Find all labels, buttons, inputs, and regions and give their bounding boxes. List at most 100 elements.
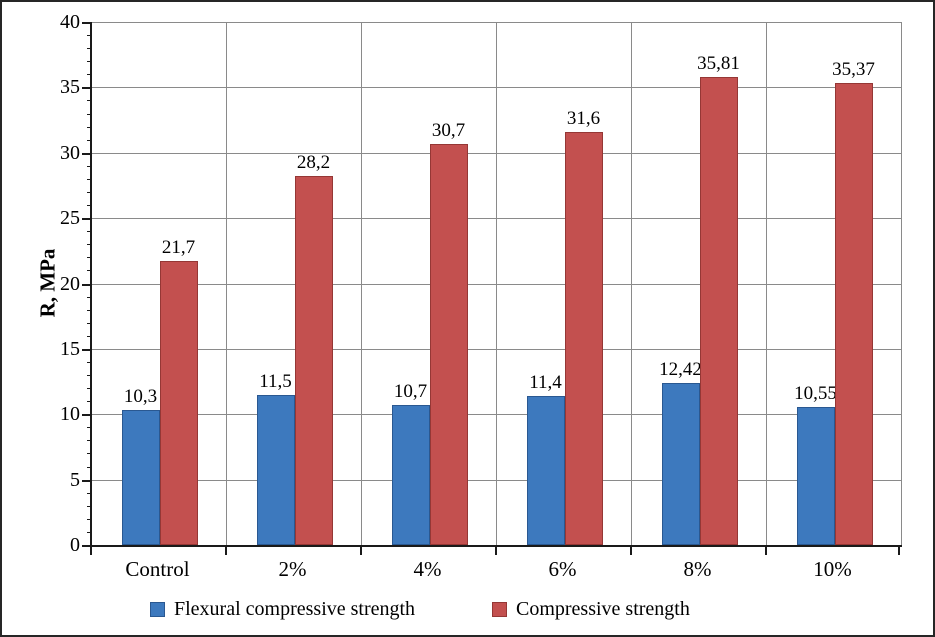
legend-label-flexural: Flexural compressive strength xyxy=(174,598,416,620)
gridline-vertical xyxy=(226,22,227,545)
y-minor-tick xyxy=(87,48,92,50)
x-category-label: 10% xyxy=(813,557,852,581)
bar-value-label: 10,55 xyxy=(794,383,837,405)
y-tick-label: 0 xyxy=(70,534,80,556)
y-minor-tick xyxy=(87,453,92,455)
bar-value-label: 11,4 xyxy=(529,371,562,393)
bar-value-label: 12,42 xyxy=(659,358,702,380)
x-axis-tick xyxy=(495,547,497,555)
gridline-horizontal xyxy=(92,283,902,285)
bar-flexural xyxy=(526,395,565,545)
bar-flexural xyxy=(121,410,160,545)
y-major-tick xyxy=(82,348,92,351)
y-tick-label: 30 xyxy=(60,141,80,164)
x-axis-tick xyxy=(360,547,362,555)
bar-compressive xyxy=(159,261,198,545)
bar-value-label: 35,37 xyxy=(832,58,875,80)
y-minor-tick xyxy=(87,35,92,37)
x-category-label: 8% xyxy=(683,557,712,581)
gridline-horizontal xyxy=(92,22,902,23)
bar-value-label: 21,7 xyxy=(161,237,196,259)
bar-value-label: 11,5 xyxy=(259,370,292,392)
legend-label-compressive: Compressive strength xyxy=(516,598,690,620)
legend-item-flexural: Flexural compressive strength xyxy=(150,598,415,620)
gridline-horizontal xyxy=(92,218,902,220)
y-minor-tick xyxy=(87,270,92,272)
y-major-tick xyxy=(82,22,92,24)
y-major-tick xyxy=(82,414,92,417)
bar-value-label: 10,3 xyxy=(123,386,158,408)
y-minor-tick xyxy=(87,205,92,207)
y-minor-tick xyxy=(87,191,92,193)
y-tick-label: 10 xyxy=(60,403,80,426)
y-minor-tick xyxy=(87,322,92,324)
y-minor-tick xyxy=(87,466,92,468)
gridline-horizontal xyxy=(92,479,902,481)
bar-compressive xyxy=(699,76,738,545)
x-category-label: 6% xyxy=(548,557,577,581)
y-minor-tick xyxy=(87,165,92,167)
gridline-vertical xyxy=(766,22,767,545)
bar-compressive xyxy=(294,176,333,545)
y-minor-tick xyxy=(87,139,92,141)
y-minor-tick xyxy=(87,531,92,533)
bar-compressive xyxy=(564,131,603,545)
gridline-horizontal xyxy=(92,87,902,89)
y-minor-tick xyxy=(87,518,92,520)
legend-item-compressive: Compressive strength xyxy=(492,598,690,620)
y-minor-tick xyxy=(87,74,92,76)
y-tick-label: 35 xyxy=(60,76,80,99)
y-tick-label: 25 xyxy=(60,207,80,230)
x-axis-tick xyxy=(898,547,900,555)
gridline-horizontal xyxy=(92,152,902,154)
bar-value-label: 28,2 xyxy=(296,152,331,174)
x-category-label: Control xyxy=(125,557,190,581)
y-minor-tick xyxy=(87,231,92,233)
gridline-vertical xyxy=(361,22,362,545)
y-minor-tick xyxy=(87,388,92,390)
y-minor-tick xyxy=(87,61,92,63)
x-category-label: 4% xyxy=(413,557,442,581)
y-minor-tick xyxy=(87,309,92,311)
x-axis-tick xyxy=(630,547,632,555)
gridline-horizontal xyxy=(92,414,902,416)
y-minor-tick xyxy=(87,296,92,298)
bar-value-label: 31,6 xyxy=(566,107,601,129)
y-major-tick xyxy=(82,479,92,482)
y-tick-label: 15 xyxy=(60,337,80,360)
legend-swatch-compressive-icon xyxy=(492,601,507,617)
x-axis-tick xyxy=(90,547,92,555)
bar-value-label: 30,7 xyxy=(431,119,466,141)
gridline-vertical xyxy=(631,22,632,545)
y-minor-tick xyxy=(87,335,92,337)
y-minor-tick xyxy=(87,244,92,246)
y-tick-label: 40 xyxy=(60,11,80,33)
bar-flexural xyxy=(256,394,295,545)
y-minor-tick xyxy=(87,257,92,259)
bar-value-label: 10,7 xyxy=(393,381,428,403)
bar-compressive xyxy=(429,143,468,545)
bar-flexural xyxy=(796,407,835,545)
gridline-vertical xyxy=(496,22,497,545)
y-minor-tick xyxy=(87,361,92,363)
y-tick-label: 5 xyxy=(70,468,80,491)
y-minor-tick xyxy=(87,113,92,115)
y-minor-tick xyxy=(87,440,92,442)
y-major-tick xyxy=(82,87,92,90)
bar-compressive xyxy=(834,82,873,545)
y-major-tick xyxy=(82,545,92,547)
gridline-horizontal xyxy=(92,348,902,350)
x-axis-tick xyxy=(225,547,227,555)
y-minor-tick xyxy=(87,492,92,494)
bar-flexural xyxy=(391,405,430,545)
y-major-tick xyxy=(82,152,92,155)
plot-area: 10,3 11,5 10,7 11,4 12,42 10,55 21,7 28,2 30,7 31… xyxy=(82,22,902,547)
y-minor-tick xyxy=(87,427,92,429)
y-minor-tick xyxy=(87,505,92,507)
x-axis-tick xyxy=(765,547,767,555)
y-minor-tick xyxy=(87,401,92,403)
y-minor-tick xyxy=(87,375,92,377)
bar-flexural xyxy=(661,382,700,545)
y-major-tick xyxy=(82,283,92,286)
